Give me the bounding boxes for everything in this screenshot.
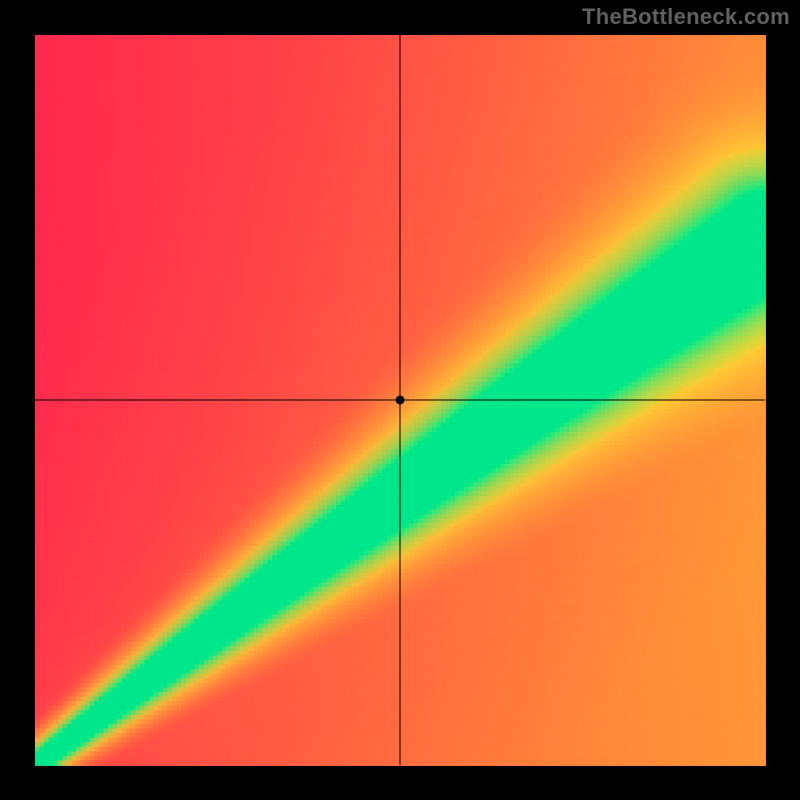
heatmap-canvas: [0, 0, 800, 800]
bottleneck-heatmap: [0, 0, 800, 800]
watermark-text: TheBottleneck.com: [582, 4, 790, 30]
